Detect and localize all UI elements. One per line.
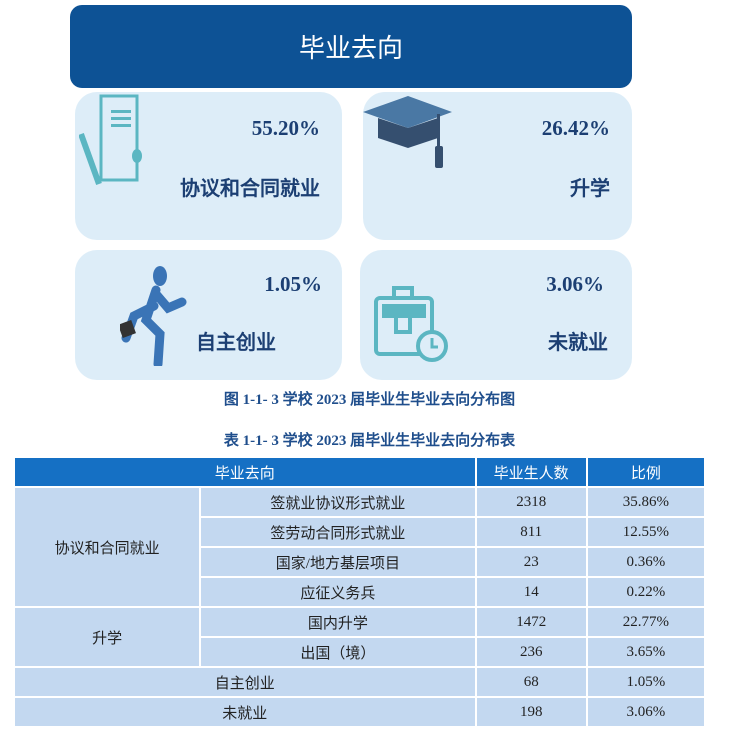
card-agreement-employment: 55.20% 协议和合同就业 — [75, 92, 342, 240]
item-cell: 应征义务兵 — [201, 578, 475, 606]
count-cell: 811 — [476, 518, 586, 546]
card-unemployed: 3.06% 未就业 — [360, 250, 632, 380]
running-man-briefcase-icon — [120, 266, 187, 366]
ratio-cell: 0.36% — [587, 548, 704, 576]
card-label: 自主创业 — [196, 330, 276, 354]
graduation-cap-icon — [363, 96, 452, 168]
count-cell: 1472 — [476, 608, 586, 636]
item-cell: 国内升学 — [201, 608, 475, 636]
table-row: 协议和合同就业 签就业协议形式就业 2318 35.86% — [15, 488, 704, 606]
table-row: 升学 国内升学 1472 22.77% — [15, 608, 704, 666]
item-cell: 国家/地方基层项目 — [201, 548, 475, 576]
count-cell: 68 — [476, 668, 586, 696]
item-cell: 签就业协议形式就业 — [201, 488, 475, 516]
destination-table: 毕业去向 毕业生人数 比例 协议和合同就业 签就业协议形式就业 2318 35.86%… — [13, 456, 706, 728]
header-count: 毕业生人数 — [476, 458, 586, 486]
item-cell: 签劳动合同形式就业 — [201, 518, 475, 546]
card-label: 未就业 — [548, 330, 608, 354]
card-percent: 1.05% — [264, 272, 322, 296]
card-further-study: 26.42% 升学 — [363, 92, 632, 240]
header-ratio: 比例 — [587, 458, 704, 486]
ratio-cell: 1.05% — [587, 668, 704, 696]
table-row: 未就业 198 3.06% — [15, 698, 704, 726]
count-cell: 198 — [476, 698, 586, 726]
section-banner: 毕业去向 — [70, 5, 632, 88]
ratio-cell: 35.86% — [587, 488, 704, 516]
figure-caption: 图 1-1- 3 学校 2023 届毕业生毕业去向分布图 — [223, 392, 516, 408]
item-cell: 未就业 — [15, 698, 475, 726]
ratio-cell: 3.06% — [587, 698, 704, 726]
group-cell: 协议和合同就业 — [15, 488, 200, 606]
card-percent: 55.20% — [251, 116, 320, 140]
table-header-row: 毕业去向 毕业生人数 比例 — [15, 458, 704, 486]
table-caption: 表 1-1- 3 学校 2023 届毕业生毕业去向分布表 — [223, 433, 516, 449]
card-label: 升学 — [570, 176, 610, 200]
ratio-cell: 3.65% — [587, 638, 704, 666]
card-label: 协议和合同就业 — [180, 176, 320, 200]
card-percent: 3.06% — [546, 272, 604, 296]
briefcase-clock-icon — [374, 286, 448, 362]
card-self-employment: 1.05% 自主创业 — [75, 250, 342, 380]
table-row: 自主创业 68 1.05% — [15, 668, 704, 696]
table-row: 出国（境） 236 3.65% — [15, 638, 704, 666]
count-cell: 23 — [476, 548, 586, 576]
item-cell: 出国（境） — [201, 638, 475, 666]
contract-pen-icon — [79, 94, 142, 186]
table-row: 国家/地方基层项目 23 0.36% — [15, 548, 704, 576]
ratio-cell: 0.22% — [587, 578, 704, 606]
table-row: 应征义务兵 14 0.22% — [15, 578, 704, 606]
item-cell: 自主创业 — [15, 668, 475, 696]
count-cell: 2318 — [476, 488, 586, 516]
header-destination: 毕业去向 — [15, 458, 475, 486]
ratio-cell: 22.77% — [587, 608, 704, 636]
ratio-cell: 12.55% — [587, 518, 704, 546]
table-row: 签劳动合同形式就业 811 12.55% — [15, 518, 704, 546]
card-percent: 26.42% — [541, 116, 610, 140]
group-cell: 升学 — [15, 608, 200, 666]
count-cell: 236 — [476, 638, 586, 666]
count-cell: 14 — [476, 578, 586, 606]
